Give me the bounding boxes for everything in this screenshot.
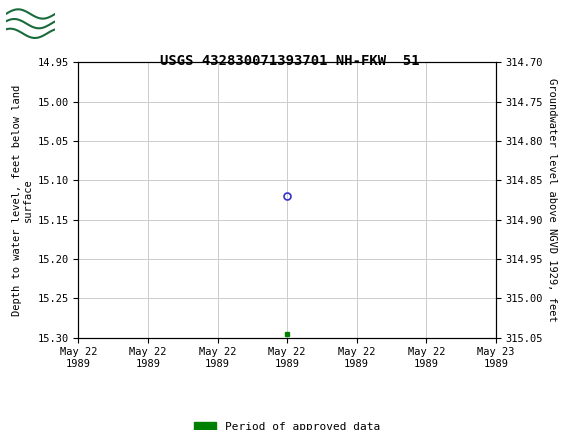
Text: USGS: USGS [61, 14, 104, 31]
Y-axis label: Depth to water level, feet below land
surface: Depth to water level, feet below land su… [12, 84, 33, 316]
Legend: Period of approved data: Period of approved data [190, 418, 385, 430]
Y-axis label: Groundwater level above NGVD 1929, feet: Groundwater level above NGVD 1929, feet [548, 78, 557, 322]
Text: USGS 432830071393701 NH-FKW  51: USGS 432830071393701 NH-FKW 51 [160, 54, 420, 68]
